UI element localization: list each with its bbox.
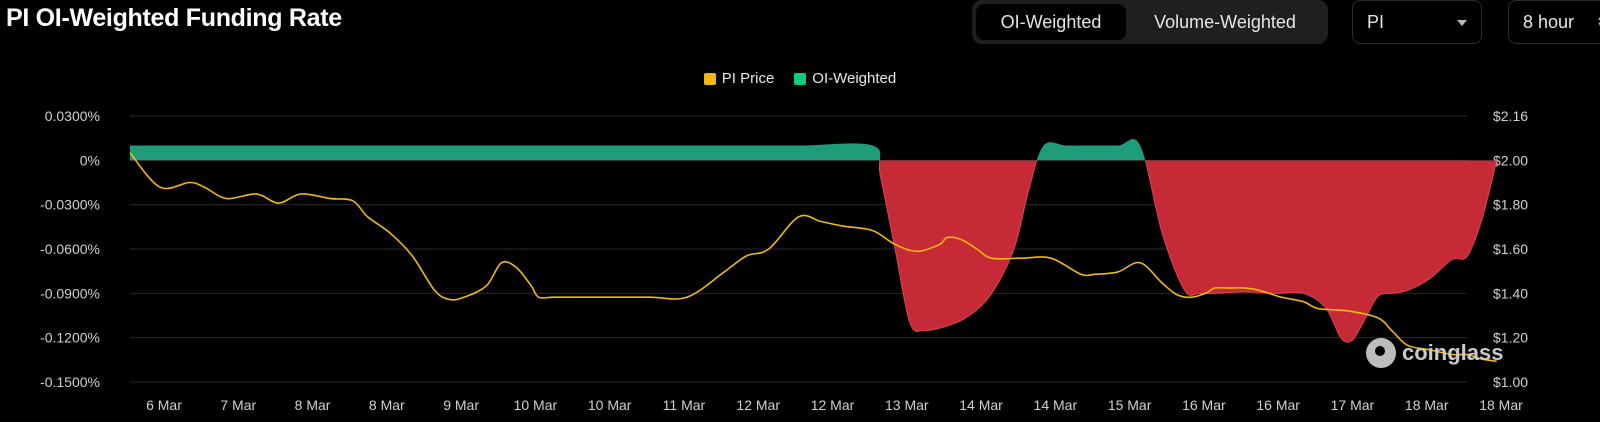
price-line: [129, 152, 1497, 363]
y-left-tick-label: -0.0900%: [40, 285, 100, 301]
x-tick-label: 12 Mar: [736, 397, 780, 413]
y-right-tick-label: $1.80: [1493, 197, 1528, 213]
x-tick-label: 12 Mar: [811, 397, 855, 413]
chart-legend: PI Price OI-Weighted: [0, 70, 1600, 87]
x-tick-label: 17 Mar: [1331, 397, 1375, 413]
x-tick-label: 8 Mar: [369, 397, 405, 413]
coinglass-logo-icon: [1366, 338, 1396, 368]
x-tick-label: 10 Mar: [514, 397, 558, 413]
y-right-tick-label: $2.00: [1493, 152, 1528, 168]
x-tick-label: 16 Mar: [1182, 397, 1226, 413]
x-tick-label: 14 Mar: [1034, 397, 1078, 413]
funding-area-negative: [879, 160, 1497, 343]
y-right-tick-label: $1.20: [1493, 330, 1528, 346]
caret-down-icon: [1457, 20, 1467, 26]
x-tick-label: 6 Mar: [146, 397, 182, 413]
funding-area-positive: [130, 139, 1497, 161]
sort-arrows-icon: ▲▼: [1596, 12, 1600, 32]
coin-select[interactable]: PI: [1352, 0, 1482, 44]
tab-volume-weighted[interactable]: Volume-Weighted: [1154, 11, 1296, 32]
x-tick-label: 8 Mar: [295, 397, 331, 413]
y-left-tick-label: 0.0300%: [45, 108, 100, 124]
y-left-tick-label: -0.1200%: [40, 330, 100, 346]
y-right-tick-label: $1.00: [1493, 374, 1528, 390]
x-tick-label: 15 Mar: [1108, 397, 1152, 413]
watermark-text: coinglass: [1402, 340, 1504, 365]
x-tick-label: 18 Mar: [1479, 397, 1523, 413]
y-left-tick-label: -0.0300%: [40, 197, 100, 213]
x-tick-label: 18 Mar: [1405, 397, 1449, 413]
y-right-tick-label: $1.40: [1493, 285, 1528, 301]
x-tick-label: 11 Mar: [663, 397, 706, 413]
x-tick-label: 9 Mar: [443, 397, 479, 413]
legend-label-price: PI Price: [721, 70, 775, 87]
legend-item-oi[interactable]: OI-Weighted: [794, 70, 896, 87]
x-tick-label: 7 Mar: [220, 397, 256, 413]
legend-label-oi: OI-Weighted: [812, 70, 897, 87]
coin-select-value: PI: [1367, 11, 1385, 32]
y-left-tick-label: -0.0600%: [40, 241, 100, 257]
y-left-tick-label: -0.1500%: [40, 374, 100, 390]
legend-swatch-oi: [794, 72, 807, 85]
y-right-tick-label: $2.16: [1493, 108, 1528, 124]
watermark: coinglass: [1366, 338, 1503, 368]
x-tick-label: 14 Mar: [959, 397, 1003, 413]
legend-item-price[interactable]: PI Price: [703, 70, 775, 87]
interval-select-value: 8 hour: [1523, 11, 1575, 32]
tab-oi-weighted[interactable]: OI-Weighted: [976, 4, 1126, 40]
x-tick-label: 10 Mar: [588, 397, 632, 413]
interval-select[interactable]: 8 hour ▲▼: [1508, 0, 1600, 44]
funding-line-negative: [878, 160, 1498, 343]
page-title: PI OI-Weighted Funding Rate: [6, 4, 342, 32]
y-left-tick-label: 0%: [80, 152, 100, 168]
x-tick-label: 16 Mar: [1256, 397, 1300, 413]
legend-swatch-price: [703, 72, 716, 85]
x-tick-label: 13 Mar: [885, 397, 929, 413]
y-right-tick-label: $1.60: [1493, 241, 1528, 257]
weighting-toggle: OI-Weighted Volume-Weighted: [972, 0, 1328, 44]
